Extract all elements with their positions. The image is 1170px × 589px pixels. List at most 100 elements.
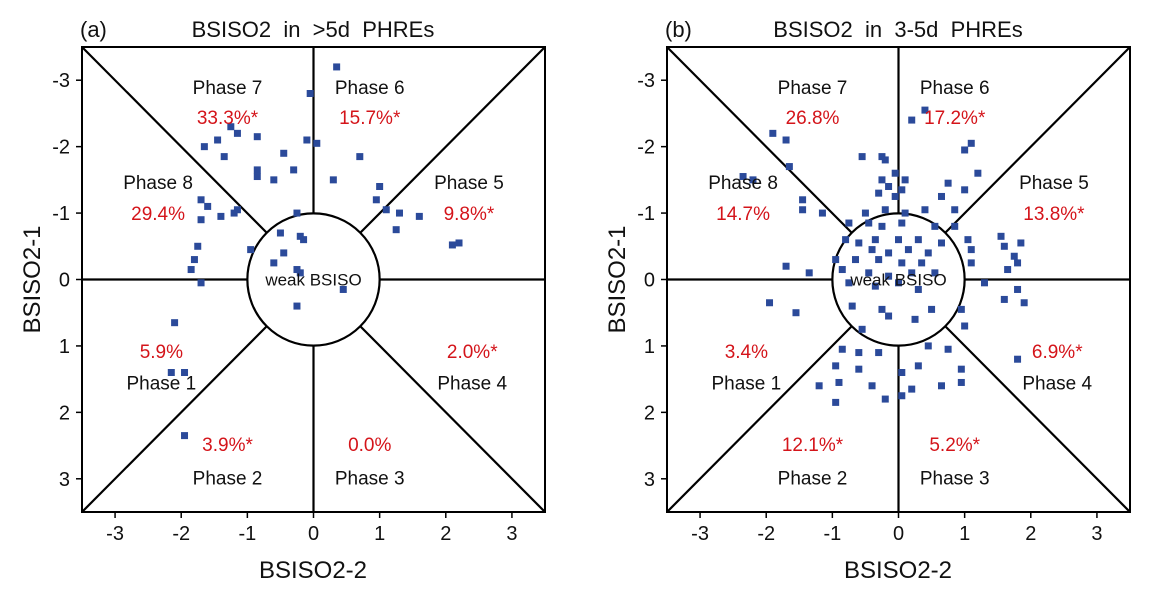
phase-name-2: Phase 2 [193,468,263,489]
data-point [937,192,945,200]
data-point [868,382,876,390]
y-tick-label: -3 [52,70,70,92]
data-point [1010,252,1018,260]
x-tick-label: -3 [106,523,124,545]
data-point [187,266,195,274]
phase-name-3: Phase 3 [920,468,990,489]
x-tick-label: 0 [308,523,319,545]
data-point [782,262,790,270]
x-axis-label: BSISO2-2 [259,557,367,584]
y-tick-label: 2 [59,402,70,424]
data-point [957,305,965,313]
data-point [293,302,301,310]
phase-percent-8: 29.4% [131,204,185,225]
data-point [980,279,988,287]
x-axis-label: BSISO2-2 [844,557,952,584]
y-tick-label: 0 [59,270,70,292]
x-tick-label: 1 [959,523,970,545]
data-point [220,153,228,161]
data-point [313,139,321,147]
data-point [415,212,423,220]
data-point [303,136,311,144]
y-tick-label: 3 [644,469,655,491]
data-point [356,153,364,161]
data-point [845,279,853,287]
x-tick-label: 3 [506,523,517,545]
phase-divider [359,46,546,234]
data-point [448,241,456,249]
data-point [171,319,179,327]
phase-percent-5: 9.8%* [444,204,495,225]
data-point [967,259,975,267]
data-point [944,179,952,187]
data-point [739,173,747,181]
weak-bsiso-circle [246,212,381,347]
phase-name-7: Phase 7 [193,78,263,99]
data-point [785,163,793,171]
weak-bsiso-label: weak BSISO [264,271,361,290]
data-point [799,196,807,204]
data-point [918,259,926,267]
data-point [749,176,757,184]
data-point [227,123,235,131]
phase-percent-7: 26.8% [786,108,840,129]
data-point [835,378,843,386]
phase-name-4: Phase 4 [1022,373,1092,394]
weak-bsiso-label: weak BSISO [849,271,946,290]
phase-percent-2: 3.9%* [202,435,253,456]
data-point [815,382,823,390]
data-point [895,279,902,287]
data-point [898,259,906,267]
data-point [280,149,288,157]
phase-divider [944,325,1131,513]
data-point [885,249,893,257]
data-point [782,136,790,144]
data-point [766,299,774,307]
data-point [961,146,969,154]
data-point [951,206,959,214]
data-point [957,378,965,386]
y-tick-label: -1 [637,203,655,225]
x-tick-label: -2 [172,523,190,545]
panel-a: weak BSISO Phase 1 5.9% Phase 2 3.9%* Phase 3… [19,17,546,584]
phase-divider [944,46,1131,234]
phase-divider [666,325,853,513]
data-point [197,196,205,204]
data-point [253,166,261,174]
data-point [1004,266,1012,274]
phase-name-5: Phase 5 [1019,173,1089,194]
data-point [204,202,212,210]
phase-percent-1: 5.9% [140,342,183,363]
x-tick-label: 2 [440,523,451,545]
data-point [997,232,1005,240]
data-point [924,249,932,257]
data-point [280,249,288,257]
x-tick-label: 2 [1025,523,1036,545]
data-point [247,246,255,254]
chart-title: BSISO2 in 3-5d PHREs [773,17,1022,42]
y-tick-label: -2 [637,137,655,159]
data-point [181,369,189,376]
data-point [914,362,922,370]
y-tick-label: 0 [644,270,655,292]
data-point [329,176,337,184]
data-point [898,219,906,227]
data-point [197,279,205,287]
data-point [858,153,866,161]
y-tick-label: -1 [52,203,70,225]
data-point [885,183,893,190]
data-point [865,219,873,227]
data-point [230,209,238,217]
data-point [901,209,909,217]
phase-percent-3: 5.2%* [929,435,980,456]
weak-bsiso-circle [831,212,966,347]
phase-name-8: Phase 8 [708,173,778,194]
data-point [818,209,826,217]
y-tick-label: 1 [644,336,655,358]
data-point [832,362,840,370]
data-point [855,239,863,247]
phase-percent-7: 33.3%* [197,108,259,129]
data-point [858,325,866,333]
data-point [200,143,208,151]
x-tick-label: -3 [691,523,709,545]
